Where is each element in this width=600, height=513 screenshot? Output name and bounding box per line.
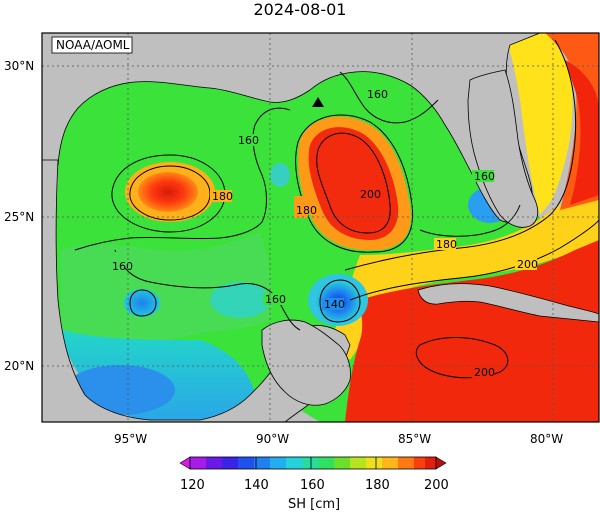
loop-current-core xyxy=(308,127,399,240)
atlantic-north-yellow xyxy=(505,33,573,215)
west-warm-eddy xyxy=(138,172,198,212)
contour-140-campeche xyxy=(319,279,361,323)
contour-160-west-south xyxy=(114,249,301,331)
contour-label-160-b: 160 xyxy=(367,88,388,101)
florida-land xyxy=(467,69,539,228)
station-marker xyxy=(312,97,324,107)
colorbar-tick-200: 200 xyxy=(424,478,449,493)
colorbar-tick-160: 160 xyxy=(300,478,325,493)
atlantic-east-red xyxy=(565,60,599,205)
lat-label-20n: 20°N xyxy=(4,359,34,373)
north-cyan-patch xyxy=(270,163,290,187)
central-cyan-lobe xyxy=(210,282,270,318)
contour-200-caribbean xyxy=(415,337,509,379)
contour-180-straits-south xyxy=(349,219,599,301)
north-america-land xyxy=(42,33,541,223)
credit-label: NOAA/AOML xyxy=(56,38,130,52)
colorbar-tick-120: 120 xyxy=(180,478,205,493)
yucatan-land xyxy=(261,319,351,406)
lon-label-85w: 85°W xyxy=(398,432,431,446)
contour-label-160-c: 160 xyxy=(112,260,133,273)
map-frame xyxy=(41,32,600,423)
contour-label-180-b: 180 xyxy=(296,204,317,217)
lon-label-95w: 95°W xyxy=(114,432,147,446)
lon-label-80w: 80°W xyxy=(530,432,563,446)
contour-label-200-b: 200 xyxy=(517,258,538,271)
lat-label-30n: 30°N xyxy=(4,59,34,73)
contour-160-north xyxy=(339,71,439,124)
west-small-low xyxy=(124,289,160,317)
contour-label-160-a: 160 xyxy=(238,134,259,147)
florida-straits-band xyxy=(330,195,599,360)
colorbar-high-arrow xyxy=(435,456,447,470)
lon-label-90w: 90°W xyxy=(256,432,289,446)
contour-label-160-d: 160 xyxy=(265,293,286,306)
caribbean-high xyxy=(345,240,599,422)
map-title: 2024-08-01 xyxy=(253,0,347,19)
contour-180-straits xyxy=(344,39,577,271)
contour-label-180-c: 180 xyxy=(436,238,457,251)
contour-160-west xyxy=(74,107,291,251)
credit-box xyxy=(51,36,133,54)
contour-label-160-e: 160 xyxy=(474,170,495,183)
colorbar-tick-140: 140 xyxy=(244,478,269,493)
colorbar-label: SH [cm] xyxy=(288,497,340,512)
contour-label-200-c: 200 xyxy=(474,366,495,379)
colorbar-low-arrow xyxy=(179,456,191,470)
lat-label-25n: 25°N xyxy=(4,210,34,224)
contour-label-140: 140 xyxy=(324,298,345,311)
contour-200-loop xyxy=(316,132,391,234)
cuba-land xyxy=(417,283,599,323)
contour-west-small xyxy=(129,289,157,317)
colorbar xyxy=(179,456,447,470)
contour-label-180-a: 180 xyxy=(212,190,233,203)
contour-160-east xyxy=(419,204,521,237)
contour-label-200-a: 200 xyxy=(360,188,381,201)
colorbar-tick-180: 180 xyxy=(365,478,390,493)
